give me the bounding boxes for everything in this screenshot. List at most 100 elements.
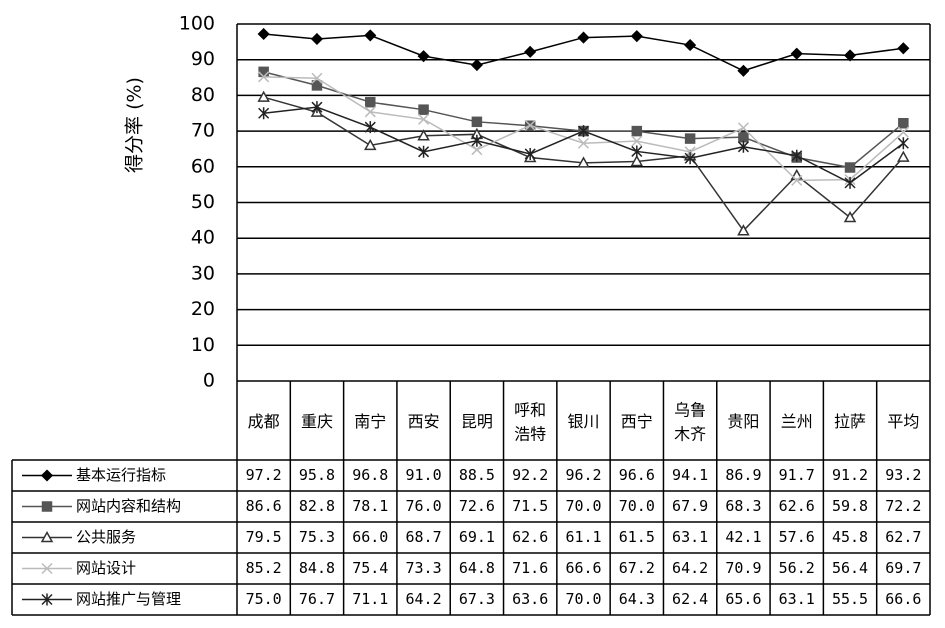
table-cell: 76.0: [406, 497, 442, 515]
table-cell: 71.1: [352, 590, 388, 608]
table-cell: 64.2: [672, 559, 708, 577]
table-cell: 69.1: [459, 528, 495, 546]
table-cell: 93.2: [885, 466, 921, 484]
marker: [843, 49, 857, 62]
table-cell: 67.9: [672, 497, 708, 515]
table-cell: 92.2: [512, 466, 548, 484]
y-tick-label: 90: [191, 48, 215, 70]
table-cell: 95.8: [299, 466, 335, 484]
x-tick-label: 拉萨: [834, 412, 866, 431]
marker: [417, 129, 430, 141]
marker: [577, 156, 590, 168]
table-cell: 96.6: [619, 466, 655, 484]
table-cell: 62.7: [885, 528, 921, 546]
marker: [418, 104, 429, 115]
marker: [257, 27, 270, 41]
marker: [258, 107, 270, 120]
y-axis-label: 得分率 (%): [124, 77, 146, 173]
table-cell: 82.8: [299, 497, 335, 515]
y-tick-label: 30: [191, 262, 215, 284]
legend-marker: [41, 593, 53, 606]
legend-marker: [40, 469, 54, 482]
y-tick-label: 40: [191, 227, 215, 249]
x-tick-label: 西宁: [621, 412, 653, 431]
table-cell: 42.1: [725, 528, 761, 546]
marker: [630, 30, 643, 43]
marker: [524, 45, 537, 58]
marker: [470, 58, 483, 72]
table-cell: 56.2: [779, 559, 815, 577]
marker: [310, 32, 324, 46]
table-cell: 56.4: [832, 559, 868, 577]
table-cell: 70.0: [565, 590, 601, 608]
marker: [418, 145, 430, 158]
marker: [630, 154, 644, 167]
table-cell: 61.5: [619, 528, 655, 546]
y-tick-label: 60: [191, 155, 215, 177]
table-cell: 55.5: [832, 590, 868, 608]
x-tick-label: 昆明: [461, 412, 493, 431]
y-tick-label: 50: [191, 191, 215, 213]
marker: [577, 125, 590, 138]
table-cell: 84.8: [299, 559, 335, 577]
marker: [684, 152, 696, 165]
table-cell: 71.6: [512, 559, 548, 577]
table-cell: 75.4: [352, 559, 388, 577]
table-cell: 97.2: [246, 466, 282, 484]
marker: [844, 176, 856, 189]
marker: [684, 39, 697, 52]
marker: [631, 145, 643, 158]
marker: [524, 147, 536, 160]
table-cell: 62.6: [779, 497, 815, 515]
y-tick-label: 100: [179, 13, 215, 35]
legend-label: 网站内容和结构: [76, 497, 181, 515]
marker: [258, 71, 270, 83]
table-cell: 76.7: [299, 590, 335, 608]
legend-label: 公共服务: [76, 528, 136, 546]
table-cell: 69.7: [885, 559, 921, 577]
table-cell: 45.8: [832, 528, 868, 546]
legend-label: 网站设计: [76, 559, 136, 577]
marker: [631, 135, 643, 147]
marker: [631, 125, 643, 137]
legend-marker: [40, 530, 54, 543]
table-cell: 66.0: [352, 528, 388, 546]
marker: [737, 122, 749, 134]
y-tick-label: 20: [191, 298, 215, 320]
series-line: [263, 71, 904, 169]
table-cell: 85.2: [246, 559, 282, 577]
table-cell: 96.2: [565, 466, 601, 484]
table-cell: 88.5: [459, 466, 495, 484]
marker: [897, 126, 909, 138]
legend-label: 网站推广与管理: [76, 590, 181, 608]
marker: [417, 50, 430, 63]
x-tick-label: 平均: [887, 412, 919, 431]
marker: [471, 116, 483, 128]
x-tick-label: 银川: [567, 412, 599, 431]
table-cell: 62.4: [672, 590, 708, 608]
marker: [364, 121, 376, 134]
marker: [418, 113, 430, 125]
marker: [790, 168, 804, 181]
marker: [737, 64, 750, 77]
marker: [843, 210, 857, 223]
table-cell: 72.6: [459, 497, 495, 515]
table-cell: 66.6: [885, 590, 921, 608]
marker: [738, 131, 749, 143]
marker: [311, 72, 323, 84]
y-tick-label: 0: [203, 370, 215, 392]
marker: [311, 101, 323, 114]
table-cell: 78.1: [352, 497, 388, 515]
x-tick-label: 乌鲁木齐: [674, 400, 706, 443]
table-cell: 63.1: [672, 528, 708, 546]
table-cell: 91.7: [779, 466, 815, 484]
table-cell: 62.6: [512, 528, 548, 546]
marker: [364, 106, 376, 118]
x-tick-label: 贵阳: [727, 412, 759, 431]
table-cell: 63.1: [779, 590, 815, 608]
marker: [684, 133, 696, 144]
x-tick-label: 南宁: [354, 412, 386, 431]
table-cell: 57.6: [779, 528, 815, 546]
marker: [471, 134, 483, 147]
x-tick-label: 成都: [248, 412, 280, 431]
